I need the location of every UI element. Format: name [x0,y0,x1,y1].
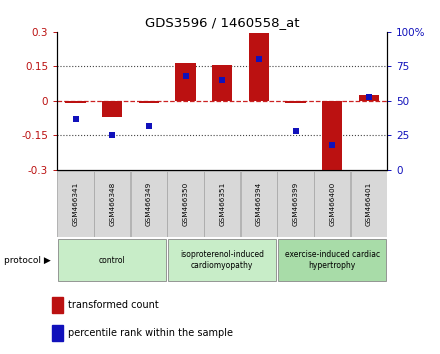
Bar [314,171,350,236]
Bar [241,171,277,236]
Bar [286,101,306,103]
Bar [94,171,130,236]
Text: GSM466350: GSM466350 [183,181,188,226]
Bar [52,325,62,341]
Bar [351,171,387,236]
Text: GSM466341: GSM466341 [73,181,78,226]
Bar [176,63,196,101]
Bar [359,95,379,101]
Bar [52,297,62,313]
Bar [277,171,314,236]
Text: isoproterenol-induced
cardiomyopathy: isoproterenol-induced cardiomyopathy [180,251,264,270]
Text: GSM466348: GSM466348 [109,181,115,226]
Text: control: control [99,256,125,265]
Bar [58,239,166,281]
Bar [102,101,122,117]
Text: GSM466394: GSM466394 [256,181,262,226]
Bar [212,65,232,101]
Bar [57,171,94,236]
Text: GSM466401: GSM466401 [366,181,372,226]
Bar [278,239,386,281]
Bar [167,171,204,236]
Text: transformed count: transformed count [68,300,158,310]
Text: percentile rank within the sample: percentile rank within the sample [68,328,233,338]
Bar [168,239,276,281]
Text: exercise-induced cardiac
hypertrophy: exercise-induced cardiac hypertrophy [285,251,380,270]
Bar [66,101,86,103]
Bar [249,33,269,101]
Text: protocol ▶: protocol ▶ [4,256,51,265]
Text: GSM466349: GSM466349 [146,181,152,226]
Bar [322,101,342,171]
Title: GDS3596 / 1460558_at: GDS3596 / 1460558_at [145,16,300,29]
Bar [139,101,159,103]
Text: GSM466399: GSM466399 [293,181,298,226]
Text: GSM466400: GSM466400 [329,181,335,226]
Bar [131,171,167,236]
Bar [204,171,240,236]
Text: GSM466351: GSM466351 [219,181,225,226]
